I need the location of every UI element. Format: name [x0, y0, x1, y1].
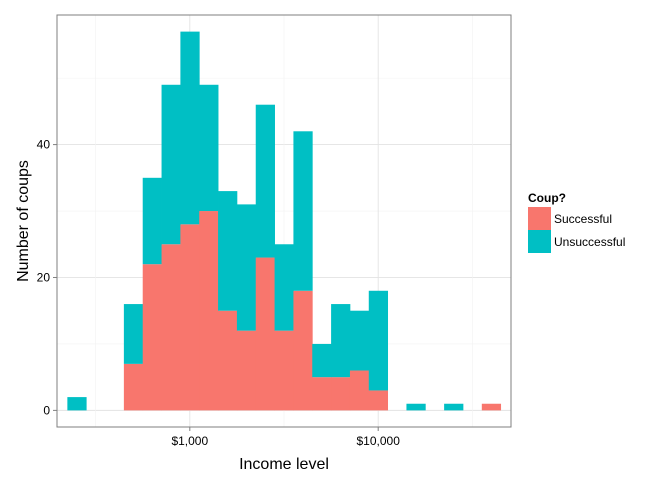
- x-axis-title: Income level: [239, 456, 329, 473]
- legend-key-successful: [528, 207, 551, 230]
- bar-unsuccessful: [331, 304, 351, 378]
- bar-unsuccessful: [444, 403, 464, 411]
- bar-successful: [123, 363, 144, 411]
- bar-successful: [199, 211, 219, 411]
- bar-unsuccessful: [406, 403, 426, 411]
- bar-successful: [142, 264, 162, 411]
- legend-title: Coup?: [528, 191, 566, 205]
- bar-unsuccessful: [161, 84, 181, 245]
- bar-successful: [293, 290, 313, 411]
- bar-successful: [255, 257, 275, 411]
- bar-successful: [236, 330, 257, 411]
- bar-successful: [312, 377, 332, 411]
- y-axis-title: Number of coups: [15, 160, 32, 282]
- y-tick-label: 20: [37, 270, 51, 284]
- bar-successful: [481, 403, 502, 411]
- bar-unsuccessful: [349, 310, 370, 371]
- bar-unsuccessful: [274, 244, 294, 331]
- bar-successful: [331, 377, 351, 411]
- bar-unsuccessful: [67, 397, 87, 411]
- histogram-bars: [67, 31, 502, 411]
- bar-successful: [349, 370, 370, 411]
- bar-successful: [274, 330, 294, 411]
- bar-successful: [368, 390, 389, 411]
- legend-key-unsuccessful: [528, 230, 551, 253]
- legend-label-unsuccessful: Unsuccessful: [554, 235, 625, 249]
- bar-successful: [180, 224, 200, 411]
- y-tick-label: 0: [43, 403, 50, 417]
- bar-unsuccessful: [142, 177, 162, 265]
- bar-unsuccessful: [199, 84, 219, 212]
- legend: Coup? Successful Unsuccessful: [528, 191, 625, 253]
- plot-panel-border: [56, 14, 512, 428]
- x-tick-label: $1,000: [171, 434, 208, 448]
- x-tick-label: $10,000: [356, 434, 400, 448]
- bar-unsuccessful: [368, 290, 389, 391]
- bar-unsuccessful: [255, 104, 275, 258]
- bar-unsuccessful: [180, 31, 200, 225]
- bar-unsuccessful: [236, 204, 257, 331]
- bar-unsuccessful: [293, 131, 313, 291]
- y-tick-label: 40: [37, 138, 51, 152]
- bar-successful: [218, 310, 238, 411]
- bar-successful: [161, 244, 181, 411]
- bar-unsuccessful: [218, 191, 238, 311]
- bar-unsuccessful: [123, 304, 144, 364]
- legend-label-successful: Successful: [554, 212, 612, 226]
- axes: 0 20 40 $1,000 $10,000: [37, 138, 401, 448]
- bar-unsuccessful: [312, 343, 332, 378]
